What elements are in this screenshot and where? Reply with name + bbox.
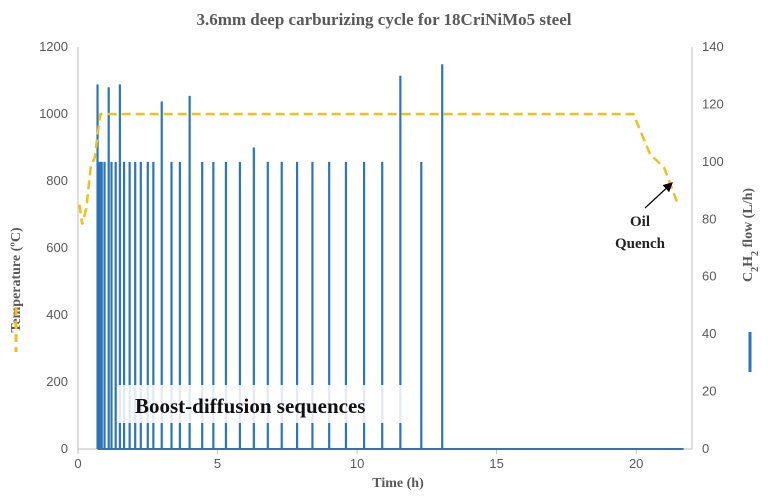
x-tick-label: 5 [214,456,221,471]
boost-diffusion-label: Boost-diffusion sequences [135,394,365,418]
chart-title: 3.6mm deep carburizing cycle for 18CriNi… [196,10,571,29]
right-axis-title-group: C2H2 flow (L/h) [741,188,761,282]
y-left-tick-label: 0 [61,441,68,456]
y-left-tick-label: 1200 [39,39,68,54]
y-left-tick-label: 800 [46,173,68,188]
y-left-tick-label: 400 [46,307,68,322]
x-tick-label: 15 [489,456,503,471]
oil-quench-label-line1: Oil [630,214,650,230]
y-right-tick-label: 100 [702,154,724,169]
y-right-tick-label: 0 [702,441,709,456]
y-left-tick-label: 600 [46,240,68,255]
right-axis-title: C2H2 flow (L/h) [741,188,761,282]
y-left-tick-label: 200 [46,374,68,389]
boost-diffusion-label-bg [118,385,418,423]
y-right-tick-label: 120 [702,96,724,111]
left-axis-title: Temperature (ºC) [9,227,24,333]
y-right-tick-label: 80 [702,211,716,226]
x-tick-label: 10 [350,456,364,471]
y-right-tick-label: 40 [702,326,716,341]
oil-quench-label-line2: Quench [615,236,666,252]
x-tick-label: 0 [74,456,81,471]
x-axis-title: Time (h) [372,476,424,491]
y-right-tick-label: 140 [702,39,724,54]
oil-quench-arrow [644,182,673,209]
y-right-tick-label: 20 [702,384,716,399]
temperature-series [78,112,680,225]
tick-labels: 0 5 10 15 2002004006008001000120002040608010… [39,39,724,471]
left-axis-title-group: Temperature (ºC) [9,227,24,333]
x-tick-label: 20 [629,456,643,471]
temperature-line [78,112,680,225]
y-left-tick-label: 1000 [39,106,68,121]
y-right-tick-label: 60 [702,269,716,284]
